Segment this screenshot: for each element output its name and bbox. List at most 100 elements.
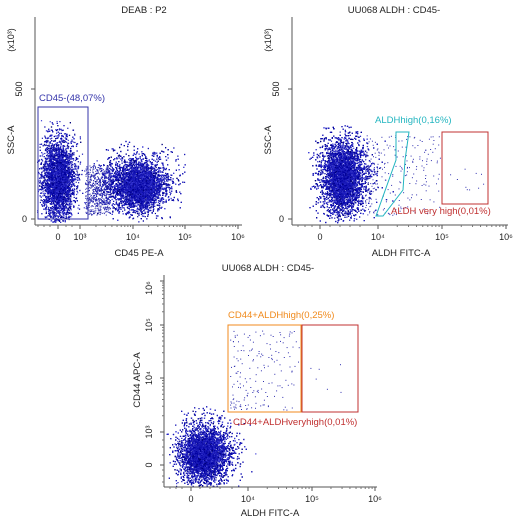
panel-1-cd45-neg-point (55, 140, 56, 141)
panel-1-cd45-neg-point (44, 144, 45, 145)
panel-1-cd45-neg-point (73, 183, 74, 184)
panel-1-cd45-neg-point (53, 173, 54, 174)
panel-1-cd45-neg-point (70, 213, 71, 214)
panel-1-cd45-neg-point (42, 175, 43, 176)
panel-1-cd45-neg-point (47, 180, 48, 181)
panel-1-cd45-neg-point (56, 192, 57, 193)
panel-1-cd45-neg-point (71, 140, 72, 141)
panel-1-cd45-neg-point (42, 184, 43, 185)
panel-1-cd45-neg-point (77, 187, 78, 188)
panel-1-cd45-neg-point (63, 189, 64, 190)
panel-1-cd45-neg-point (41, 200, 42, 201)
panel-1-cd45-neg-point (47, 187, 48, 188)
panel-1-cd45-neg-point (84, 207, 85, 208)
panel-1-cd45-neg-point (52, 189, 53, 190)
panel-1-cd45-neg-point (61, 169, 62, 170)
panel-1-cd45-neg-point (54, 162, 55, 163)
panel-1-cd45-neg-point (49, 148, 50, 149)
panel-1-cd45-neg-point (47, 194, 48, 195)
panel-1-cd45-neg-point (49, 131, 50, 132)
panel-1-cd45-neg-point (75, 201, 76, 202)
panel-1-cd45-neg-point (61, 154, 62, 155)
panel-1-cd45-neg-point (63, 217, 64, 218)
panel-1-cd45-neg-point (49, 196, 50, 197)
panel-1-cd45-neg-point (39, 173, 40, 174)
panel-1-cd45-neg-point (41, 164, 42, 165)
panel-1-cd45-neg-point (59, 220, 60, 221)
panel-1-cd45-neg-point (56, 178, 57, 179)
panel-1-cd45-neg-point (41, 159, 42, 160)
panel-1-cd45-neg-point (48, 176, 49, 177)
panel-1-cd45-neg-point (48, 202, 49, 203)
panel-1-cd45-neg-point (67, 173, 68, 174)
panel-1-cd45-neg-point (46, 188, 47, 189)
panel-1-cd45-neg-point (64, 142, 65, 143)
panel-1-cd45-neg-point (50, 212, 51, 213)
panel-1-cd45-neg-point (68, 217, 69, 218)
panel-1-cd45-neg-point (63, 220, 64, 221)
panel-1-cd45-neg-point (78, 168, 79, 169)
panel-1-cd45-neg-point (65, 149, 66, 150)
panel-1-cd45-neg-point (63, 145, 64, 146)
panel-1-cd45-neg-point (54, 147, 55, 148)
panel-1-cd45-neg-point (67, 190, 68, 191)
panel-1-cd45-neg-point (44, 163, 45, 164)
panel-1-cd45-neg-point (45, 217, 46, 218)
panel-1-cd45-neg-point (56, 130, 57, 131)
panel-1-cd45-neg-point (50, 158, 51, 159)
panel-1-cd45-neg-point (73, 158, 74, 159)
panel-1-cd45-neg-point (51, 179, 52, 180)
panel-1-cd45-neg-point (80, 138, 81, 139)
panel-1-cd45-neg-point (46, 185, 47, 186)
panel-1-cd45-neg-point (52, 161, 53, 162)
panel-1-cd45-neg-point (50, 184, 51, 185)
panel-1-cd45-neg-point (50, 142, 51, 143)
panel-1: DEAB : P2 (x10³) SSC-A 0 500 0 10³ 10⁴ 1… (6, 5, 245, 259)
panel-1-cd45-neg-point (50, 174, 51, 175)
panel-1-cd45-neg-point (61, 168, 62, 169)
panel-1-cd45-neg-point (56, 138, 57, 139)
panel-1-cd45-neg-point (46, 201, 47, 202)
panel-1-cd45-neg-point (71, 164, 72, 165)
panel-1-cd45-neg-point (56, 215, 57, 216)
panel-1-cd45-neg-point (50, 217, 51, 218)
panel-1-scatter-points (37, 120, 186, 223)
panel-1-cd45-neg-point (54, 207, 55, 208)
panel-1-cd45-neg-point (47, 172, 48, 173)
panel-1-cd45-neg-point (58, 155, 59, 156)
panel-1-cd45-neg-point (76, 169, 77, 170)
panel-1-cd45-neg-point (74, 197, 75, 198)
panel-1-cd45-neg-point (61, 186, 62, 187)
panel-1-cd45-neg-point (70, 122, 71, 123)
panel-1-cd45-neg-point (48, 201, 49, 202)
panel-1-cd45-neg-point (63, 213, 64, 214)
panel-1-cd45-neg-point (43, 166, 44, 167)
panel-1-cd45-neg-point (43, 188, 44, 189)
panel-1-cd45-neg-point (73, 192, 74, 193)
panel-1-cd45-neg-point (66, 135, 67, 136)
panel-1-cd45-neg-point (58, 188, 59, 189)
panel-1-cd45-neg-point (76, 157, 77, 158)
panel-1-cd45-neg-point (44, 153, 45, 154)
panel-1-cd45-neg-point (73, 138, 74, 139)
panel-1-cd45-neg-point (80, 142, 81, 143)
panel-1-cd45-neg-point (42, 154, 43, 155)
panel-1-cd45-neg-point (43, 193, 44, 194)
panel-1-cd45-neg-point (66, 196, 67, 197)
panel-1-cd45-neg-point (77, 207, 78, 208)
panel-1-cd45-neg-point (59, 141, 60, 142)
panel-1-cd45-neg-point (51, 162, 52, 163)
panel-1-cd45-neg-point (62, 142, 63, 143)
panel-1-cd45-neg-point (44, 156, 45, 157)
panel-1-cd45-neg-point (53, 159, 54, 160)
panel-1-cd45-neg-point (59, 178, 60, 179)
panel-1-cd45-neg-point (57, 199, 58, 200)
panel-1-cd45-neg-point (61, 212, 62, 213)
panel-1-cd45-neg-point (51, 135, 52, 136)
panel-1-cd45-neg-point (51, 156, 52, 157)
panel-1-cd45-neg-point (68, 143, 69, 144)
panel-1-cd45-neg-point (42, 189, 43, 190)
panel-1-cd45-neg-point (42, 205, 43, 206)
panel-1-cd45-neg-point (65, 188, 66, 189)
panel-1-cd45-neg-point (49, 169, 50, 170)
